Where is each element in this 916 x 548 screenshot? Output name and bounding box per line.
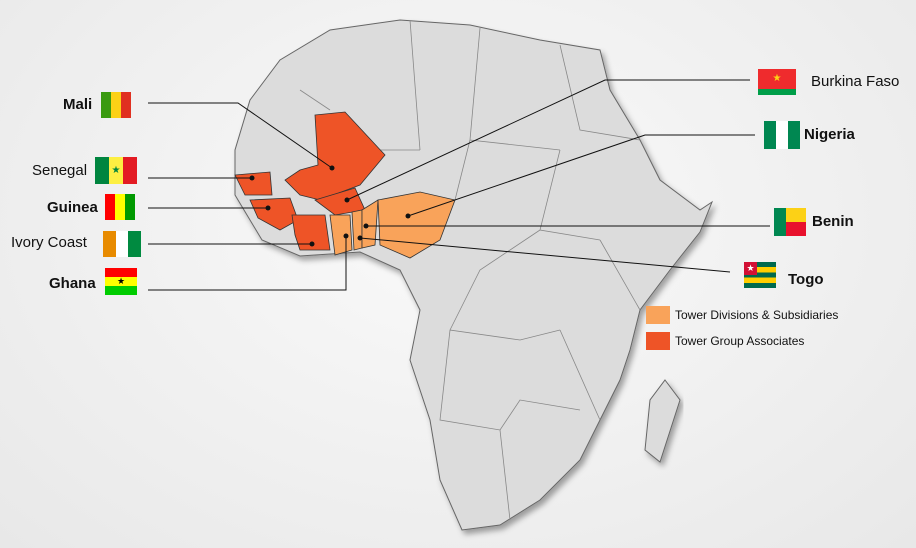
label-benin: Benin (812, 213, 854, 230)
country-togo (351, 209, 363, 251)
legend-label-associates: Tower Group Associates (675, 334, 805, 348)
legend-swatch-associates (646, 332, 670, 350)
country-benin (361, 199, 379, 249)
guinea-flag-icon (105, 194, 135, 220)
label-senegal: Senegal (32, 162, 88, 179)
country-guinea (249, 197, 299, 231)
madagascar (644, 379, 681, 463)
label-ivory-coast: Ivory Coast (11, 234, 87, 251)
ghana-flag-icon: ★ (105, 268, 137, 295)
senegal-flag-icon: ★ (95, 157, 137, 184)
country-mali (284, 111, 386, 201)
nigeria-flag-icon (764, 121, 800, 149)
burkina-faso-flag-icon: ★ (758, 69, 796, 95)
mali-flag-icon (101, 92, 131, 118)
ivory-coast-flag-icon (103, 231, 141, 257)
label-nigeria: Nigeria (804, 126, 855, 143)
label-guinea: Guinea (47, 199, 98, 216)
togo-flag-icon: ★ (744, 262, 776, 288)
label-ghana: Ghana (49, 275, 96, 292)
benin-flag-icon (774, 208, 806, 236)
label-mali: Mali (63, 96, 93, 113)
leader-lines (148, 79, 770, 291)
location-dots (249, 165, 411, 247)
label-togo: Togo (788, 271, 824, 288)
country-ivory-coast (291, 214, 331, 251)
legend-label-divisions: Tower Divisions & Subsidiaries (675, 308, 839, 322)
country-borders (299, 19, 641, 521)
legend-swatch-divisions (646, 306, 670, 324)
label-burkina-faso: Burkina Faso (811, 73, 900, 90)
